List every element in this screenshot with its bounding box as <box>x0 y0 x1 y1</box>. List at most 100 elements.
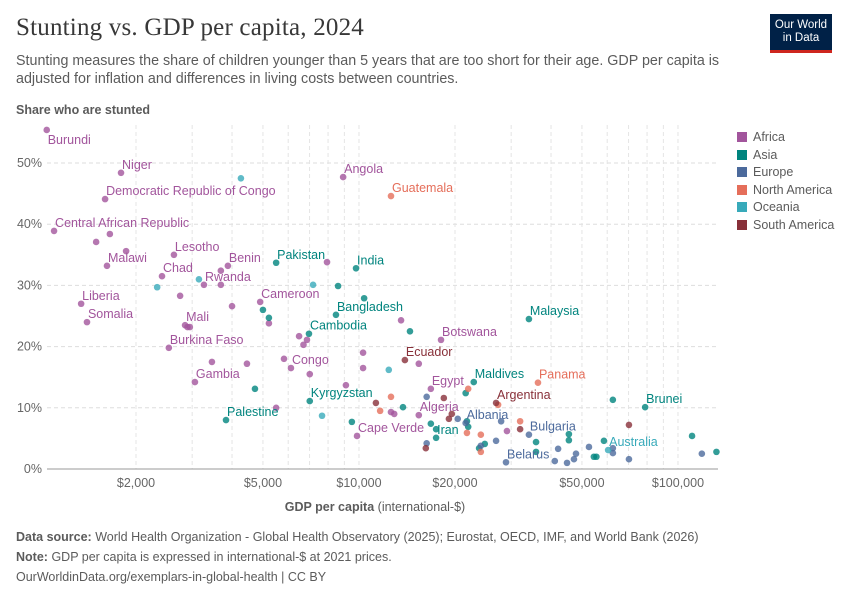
data-point[interactable] <box>376 407 384 415</box>
data-point[interactable] <box>153 283 161 291</box>
data-point[interactable] <box>437 336 445 344</box>
data-point[interactable] <box>170 251 178 259</box>
data-point[interactable] <box>399 403 407 411</box>
data-point[interactable] <box>83 318 91 326</box>
data-point[interactable] <box>423 393 430 401</box>
data-point[interactable] <box>390 410 398 418</box>
data-point[interactable] <box>432 434 440 442</box>
data-point[interactable] <box>516 417 524 425</box>
data-point[interactable] <box>565 436 573 444</box>
data-point[interactable] <box>688 432 696 440</box>
data-point[interactable] <box>641 403 649 411</box>
data-point[interactable] <box>492 399 500 407</box>
data-point[interactable] <box>106 230 114 238</box>
data-point[interactable] <box>272 259 280 267</box>
owid-logo[interactable]: Our World in Data <box>770 14 832 53</box>
data-point[interactable] <box>477 442 485 450</box>
data-point[interactable] <box>532 448 540 456</box>
data-point[interactable] <box>339 173 347 181</box>
data-point[interactable] <box>462 419 469 427</box>
data-point[interactable] <box>372 399 380 407</box>
data-point[interactable] <box>77 300 85 308</box>
data-point[interactable] <box>334 282 342 290</box>
data-point[interactable] <box>306 397 314 405</box>
legend-item-south-america[interactable]: South America <box>737 218 834 232</box>
data-point[interactable] <box>191 378 199 386</box>
data-point[interactable] <box>463 429 471 437</box>
data-point[interactable] <box>280 355 288 363</box>
data-point[interactable] <box>208 358 216 366</box>
data-point[interactable] <box>309 281 317 289</box>
data-point[interactable] <box>503 427 511 435</box>
data-point[interactable] <box>387 393 395 401</box>
data-point[interactable] <box>165 344 173 352</box>
data-point[interactable] <box>303 336 311 344</box>
data-point[interactable] <box>200 281 208 289</box>
data-point[interactable] <box>570 455 578 463</box>
data-point[interactable] <box>352 264 360 272</box>
data-point[interactable] <box>385 366 393 374</box>
data-point[interactable] <box>224 262 232 270</box>
data-point[interactable] <box>92 238 100 246</box>
data-point[interactable] <box>43 126 51 134</box>
data-point[interactable] <box>477 448 485 456</box>
data-point[interactable] <box>534 379 542 387</box>
legend-item-europe[interactable]: Europe <box>737 165 793 179</box>
legend-item-africa[interactable]: Africa <box>737 130 785 144</box>
footer-link[interactable]: OurWorldinData.org/exemplars-in-global-h… <box>16 570 327 584</box>
legend-item-asia[interactable]: Asia <box>737 148 777 162</box>
data-point[interactable] <box>532 438 540 446</box>
data-point[interactable] <box>243 360 251 368</box>
data-point[interactable] <box>563 459 571 467</box>
data-point[interactable] <box>353 432 361 440</box>
data-point[interactable] <box>415 360 423 368</box>
data-point[interactable] <box>502 458 510 466</box>
data-point[interactable] <box>186 323 194 331</box>
data-point[interactable] <box>259 306 267 314</box>
data-point[interactable] <box>256 298 264 306</box>
data-point[interactable] <box>300 341 307 349</box>
data-point[interactable] <box>397 316 405 324</box>
data-point[interactable] <box>470 378 478 386</box>
data-point[interactable] <box>295 332 303 340</box>
legend-item-north-america[interactable]: North America <box>737 183 832 197</box>
data-point[interactable] <box>360 294 368 302</box>
data-point[interactable] <box>222 416 230 424</box>
data-point[interactable] <box>422 444 430 452</box>
data-point[interactable] <box>593 453 600 461</box>
data-point[interactable] <box>432 425 440 433</box>
data-point[interactable] <box>604 446 612 454</box>
data-point[interactable] <box>448 410 456 418</box>
data-point[interactable] <box>103 262 111 270</box>
data-point[interactable] <box>305 330 313 338</box>
data-point[interactable] <box>265 314 273 322</box>
data-point[interactable] <box>217 281 225 289</box>
data-point[interactable] <box>359 364 367 372</box>
data-point[interactable] <box>565 430 573 438</box>
data-point[interactable] <box>50 227 58 235</box>
data-point[interactable] <box>387 192 395 200</box>
data-point[interactable] <box>609 396 617 404</box>
data-point[interactable] <box>406 328 414 335</box>
data-point[interactable] <box>713 448 720 456</box>
data-point[interactable] <box>217 267 225 275</box>
data-point[interactable] <box>251 385 259 393</box>
data-point[interactable] <box>415 411 423 419</box>
data-point[interactable] <box>572 450 580 458</box>
data-point[interactable] <box>122 247 130 255</box>
data-point[interactable] <box>585 443 593 451</box>
data-point[interactable] <box>525 431 533 439</box>
data-point[interactable] <box>525 315 533 323</box>
data-point[interactable] <box>492 437 500 445</box>
data-point[interactable] <box>445 415 453 423</box>
data-point[interactable] <box>237 175 245 182</box>
data-point[interactable] <box>454 415 462 423</box>
data-point[interactable] <box>323 258 331 266</box>
data-point[interactable] <box>609 449 617 457</box>
data-point[interactable] <box>464 385 472 393</box>
data-point[interactable] <box>625 421 633 429</box>
data-point[interactable] <box>265 320 273 327</box>
data-point[interactable] <box>600 437 608 445</box>
legend-item-oceania[interactable]: Oceania <box>737 200 800 214</box>
data-point[interactable] <box>272 404 280 412</box>
